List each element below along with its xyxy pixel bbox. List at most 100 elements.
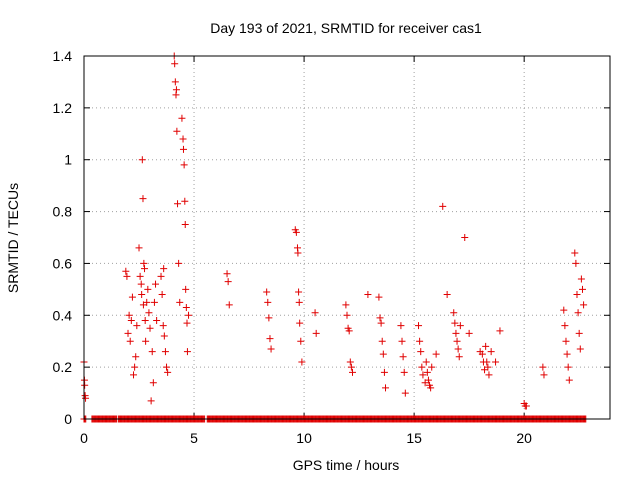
data-point [485, 371, 493, 379]
data-point [342, 301, 350, 309]
data-point [149, 379, 157, 387]
y-tick-labels: 0 0.2 0.4 0.6 0.8 1 1.2 1.4 [53, 48, 73, 427]
data-point [561, 322, 569, 330]
data-point [451, 319, 459, 327]
data-point [133, 322, 141, 330]
x-axis-label: GPS time / hours [293, 457, 400, 473]
data-point [432, 350, 440, 358]
data-point [417, 348, 425, 356]
data-point [401, 389, 409, 397]
data-point [419, 371, 427, 379]
data-point [295, 288, 303, 296]
data-point [179, 145, 187, 153]
data-point [182, 304, 190, 312]
data-point [487, 348, 495, 356]
data-point [364, 291, 372, 299]
data-point [140, 259, 148, 267]
grid [84, 56, 610, 419]
data-point [263, 288, 271, 296]
data-point [138, 291, 146, 299]
data-point [175, 259, 183, 267]
data-point [454, 345, 462, 353]
data-point [183, 319, 191, 327]
data-point [179, 135, 187, 143]
data-point [343, 311, 351, 319]
data-point [576, 345, 584, 353]
data-point [376, 314, 384, 322]
y-tick-label: 0.6 [53, 255, 73, 271]
data-point [427, 384, 435, 392]
data-point [266, 335, 274, 343]
data-point [461, 234, 469, 241]
x-tick-label: 10 [296, 430, 312, 446]
data-point [345, 327, 353, 335]
data-point [573, 291, 581, 299]
data-point [157, 272, 165, 280]
data-point [174, 200, 182, 208]
data-point [265, 314, 273, 322]
data-point [150, 298, 158, 306]
data-point [428, 363, 436, 371]
data-point [347, 363, 355, 371]
data-point [560, 306, 568, 314]
data-point [81, 381, 89, 389]
x-tick-label: 20 [516, 430, 532, 446]
data-point [123, 272, 131, 280]
data-point [161, 348, 169, 356]
data-point [398, 337, 406, 345]
data-point [171, 60, 179, 68]
data-point [296, 319, 304, 327]
data-point [377, 319, 385, 327]
x-tick-label: 15 [406, 430, 422, 446]
data-point [132, 353, 140, 361]
data-point [160, 265, 168, 273]
data-point [172, 86, 180, 94]
data-point [152, 280, 160, 288]
data-point [153, 316, 161, 324]
data-point [349, 368, 357, 376]
y-tick-label: 1 [64, 152, 72, 168]
data-point [82, 394, 90, 402]
data-point [418, 363, 426, 371]
data-point [181, 197, 189, 205]
y-tick-label: 0.2 [53, 359, 73, 375]
data-point [294, 249, 302, 257]
data-point [422, 358, 430, 366]
data-point [562, 337, 570, 345]
data-point [163, 363, 171, 371]
data-point [540, 371, 548, 379]
data-point [415, 322, 423, 330]
data-point [292, 228, 300, 236]
data-point [159, 322, 167, 330]
data-point [145, 309, 153, 317]
chart-title: Day 193 of 2021, SRMTID for receiver cas… [210, 20, 482, 36]
data-point [539, 363, 547, 371]
data-point [423, 368, 431, 376]
data-point [178, 114, 186, 122]
data-point [297, 337, 305, 345]
data-point [478, 350, 486, 358]
data-point [141, 316, 149, 324]
data-point [223, 270, 231, 278]
data-point [397, 322, 405, 330]
data-point [180, 161, 188, 169]
data-point [128, 293, 136, 301]
data-point [139, 195, 147, 203]
y-tick-label: 0 [64, 411, 72, 427]
data-point [295, 298, 303, 306]
data-point [439, 202, 447, 210]
data-point [144, 285, 152, 293]
data-point [142, 337, 150, 345]
data-point [141, 265, 149, 273]
data-point [225, 301, 233, 309]
data-point [176, 298, 184, 306]
data-point [185, 311, 193, 319]
data-point [563, 350, 571, 358]
data-point [565, 376, 573, 384]
data-point [496, 327, 504, 335]
y-axis-label: SRMTID / TECUs [5, 183, 21, 293]
data-point [380, 368, 388, 376]
data-point [483, 358, 491, 366]
data-point [127, 316, 135, 324]
data-point [173, 127, 181, 135]
